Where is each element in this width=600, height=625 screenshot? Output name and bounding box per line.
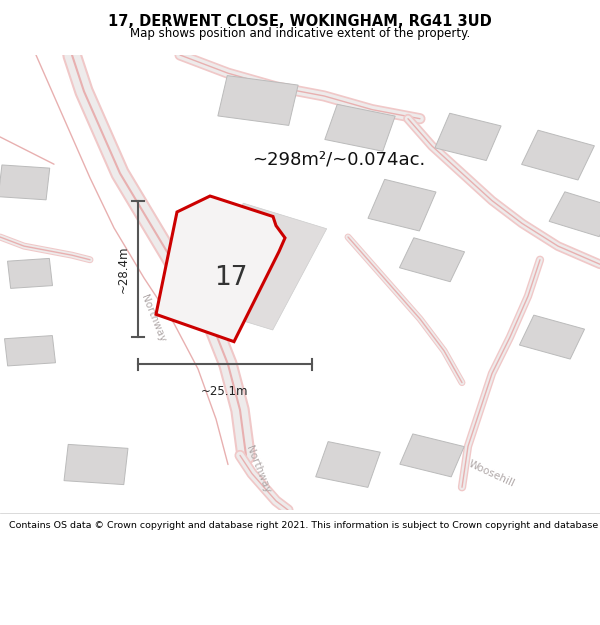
Text: Contains OS data © Crown copyright and database right 2021. This information is : Contains OS data © Crown copyright and d… [9,521,600,531]
Polygon shape [400,434,464,477]
Text: ~28.4m: ~28.4m [116,245,130,292]
Polygon shape [400,238,464,282]
Text: Map shows position and indicative extent of the property.: Map shows position and indicative extent… [130,27,470,39]
Polygon shape [8,258,52,288]
Text: 17, DERWENT CLOSE, WOKINGHAM, RG41 3UD: 17, DERWENT CLOSE, WOKINGHAM, RG41 3UD [108,14,492,29]
Polygon shape [521,130,595,180]
Polygon shape [325,104,395,151]
Polygon shape [218,76,298,126]
Polygon shape [368,179,436,231]
Text: Northway: Northway [139,294,167,344]
Text: ~25.1m: ~25.1m [201,385,249,398]
Polygon shape [520,315,584,359]
Polygon shape [316,442,380,488]
Polygon shape [156,196,285,342]
Polygon shape [64,444,128,484]
Polygon shape [549,192,600,237]
Text: Woosehill: Woosehill [467,459,517,489]
Polygon shape [190,203,326,330]
Polygon shape [5,336,55,366]
Text: Northway: Northway [244,444,272,494]
Polygon shape [435,113,501,161]
Text: ~298m²/~0.074ac.: ~298m²/~0.074ac. [252,151,425,169]
Text: 17: 17 [214,265,248,291]
Polygon shape [0,165,50,200]
